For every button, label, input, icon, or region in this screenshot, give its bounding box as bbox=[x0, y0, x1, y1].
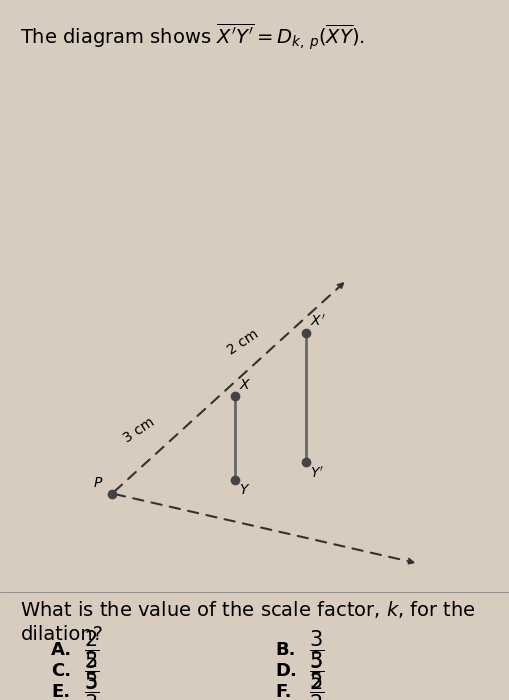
Text: $X$: $X$ bbox=[238, 378, 250, 392]
Text: What is the value of the scale factor, $k$, for the
dilation?: What is the value of the scale factor, $… bbox=[20, 598, 475, 645]
Text: $P$: $P$ bbox=[93, 476, 103, 490]
Text: $\dfrac{3}{2}$: $\dfrac{3}{2}$ bbox=[308, 650, 323, 692]
Text: $\dfrac{2}{5}$: $\dfrac{2}{5}$ bbox=[84, 629, 99, 671]
Text: $\dfrac{3}{5}$: $\dfrac{3}{5}$ bbox=[308, 629, 323, 671]
Text: F.: F. bbox=[275, 682, 291, 700]
Text: D.: D. bbox=[275, 662, 297, 680]
Text: The diagram shows $\overline{X'Y'} = D_{k,\, p}(\overline{XY})$.: The diagram shows $\overline{X'Y'} = D_{… bbox=[20, 21, 364, 52]
Text: E.: E. bbox=[51, 682, 70, 700]
Text: 2 cm: 2 cm bbox=[224, 327, 261, 357]
Text: $\dfrac{2}{3}$: $\dfrac{2}{3}$ bbox=[84, 650, 99, 692]
Text: $\dfrac{5}{3}$: $\dfrac{5}{3}$ bbox=[84, 671, 99, 700]
Text: $Y'$: $Y'$ bbox=[309, 466, 323, 481]
Text: $X'$: $X'$ bbox=[309, 314, 325, 329]
Text: $Y$: $Y$ bbox=[238, 483, 249, 497]
Text: A.: A. bbox=[51, 640, 72, 659]
Text: C.: C. bbox=[51, 662, 71, 680]
Text: B.: B. bbox=[275, 640, 295, 659]
Text: $\dfrac{5}{2}$: $\dfrac{5}{2}$ bbox=[308, 671, 323, 700]
Text: 3 cm: 3 cm bbox=[121, 415, 157, 446]
